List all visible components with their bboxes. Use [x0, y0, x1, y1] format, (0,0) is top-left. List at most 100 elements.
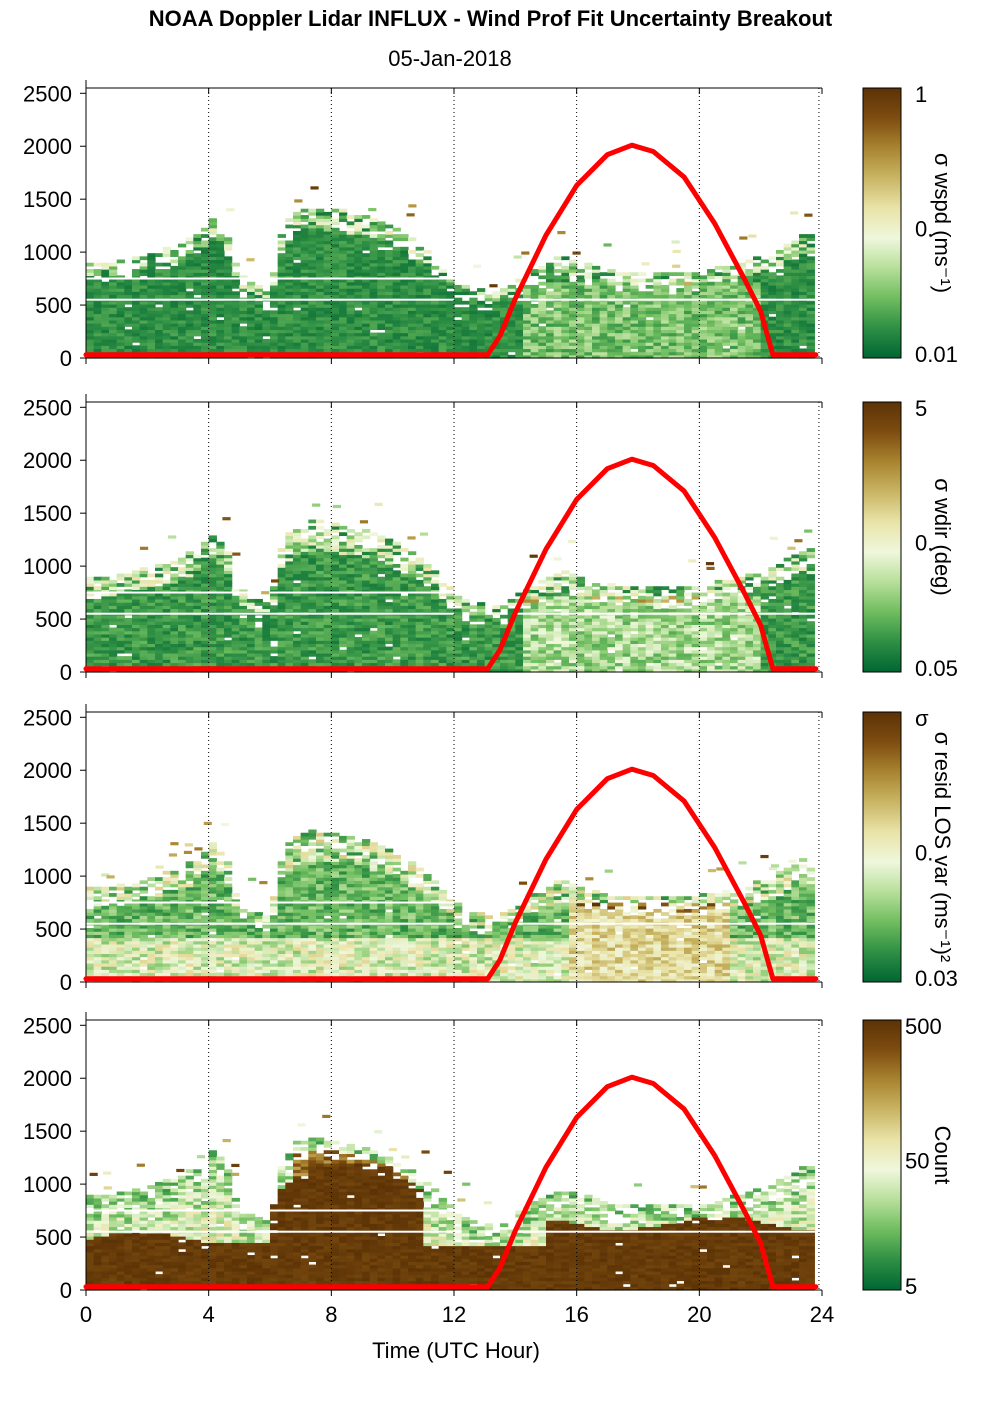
- heatmap-cell: [193, 621, 202, 625]
- heatmap-cell: [477, 608, 486, 613]
- heatmap-cell: [147, 326, 156, 331]
- heatmap-cell: [101, 614, 110, 619]
- heatmap-cell: [400, 579, 409, 584]
- heatmap-cell: [285, 272, 294, 277]
- heatmap-cell: [546, 342, 555, 346]
- heatmap-cell: [377, 234, 386, 238]
- heatmap-cell: [730, 281, 739, 286]
- heatmap-cell: [193, 640, 202, 645]
- y-tick-label: 2500: [23, 81, 72, 106]
- heatmap-cell: [423, 272, 432, 277]
- heatmap-cell: [285, 583, 294, 587]
- heatmap-cell: [714, 348, 723, 353]
- heatmap-cell: [722, 275, 731, 280]
- heatmap-cell: [208, 275, 217, 280]
- heatmap-cell: [408, 643, 417, 648]
- heatmap-cell: [392, 269, 401, 273]
- heatmap-cell: [592, 265, 601, 270]
- heatmap-cell: [101, 624, 110, 629]
- heatmap-cell: [615, 329, 624, 334]
- heatmap-cell: [300, 614, 309, 619]
- heatmap-cell: [783, 275, 792, 280]
- heatmap-cell: [484, 640, 493, 645]
- heatmap-cell: [431, 300, 440, 305]
- heatmap-cell: [277, 300, 286, 305]
- heatmap-cell: [599, 307, 608, 311]
- heatmap-cell: [339, 291, 348, 296]
- heatmap-cell: [446, 652, 455, 657]
- heatmap-cell: [576, 656, 585, 660]
- heatmap-cell: [331, 649, 340, 654]
- heatmap-cell: [231, 595, 240, 600]
- heatmap-cell: [507, 662, 516, 667]
- heatmap-cell: [684, 342, 693, 346]
- heatmap-cell: [576, 284, 585, 289]
- heatmap-cell: [699, 316, 708, 321]
- heatmap-cell: [316, 621, 325, 625]
- heatmap-cell: [446, 291, 455, 296]
- heatmap-cell: [400, 319, 409, 324]
- heatmap-cell: [162, 246, 171, 251]
- heatmap-cell: [132, 640, 141, 645]
- heatmap-cell: [714, 291, 723, 296]
- heatmap-cell: [546, 589, 555, 594]
- heatmap-cell: [323, 646, 332, 651]
- heatmap-cell: [216, 557, 225, 562]
- heatmap-cell: [477, 310, 486, 315]
- heatmap-cell: [745, 345, 754, 350]
- heatmap-cell: [124, 662, 133, 667]
- heatmap-cell: [400, 338, 409, 343]
- heatmap-cell: [561, 624, 570, 629]
- heatmap-cell: [362, 230, 371, 235]
- heatmap-cell: [806, 310, 815, 315]
- heatmap-cell: [385, 262, 394, 267]
- heatmap-cell: [791, 323, 800, 327]
- heatmap-cell: [300, 564, 309, 568]
- heatmap-cell: [400, 624, 409, 629]
- heatmap-cell: [170, 567, 179, 571]
- heatmap-cell: [730, 300, 739, 305]
- heatmap-cell: [423, 345, 432, 350]
- heatmap-cell: [377, 269, 386, 273]
- heatmap-cell: [400, 275, 409, 280]
- heatmap-cell: [339, 265, 348, 270]
- heatmap-cell: [331, 605, 340, 610]
- heatmap-cell: [170, 614, 179, 619]
- heatmap-cell: [561, 633, 570, 638]
- heatmap-cell: [323, 243, 332, 248]
- heatmap-cell: [185, 602, 194, 606]
- heatmap-cell: [492, 627, 501, 632]
- heatmap-cell: [339, 348, 348, 353]
- heatmap-cell: [369, 592, 378, 597]
- heatmap-cell: [216, 332, 225, 337]
- heatmap-cell: [86, 630, 95, 635]
- heatmap-cell: [139, 338, 148, 343]
- heatmap-cell: [362, 224, 371, 229]
- heatmap-cell: [500, 345, 509, 350]
- heatmap-cell: [569, 307, 578, 311]
- heatmap-cell: [109, 335, 118, 340]
- heatmap-cell: [454, 297, 463, 302]
- heatmap-cell: [377, 579, 386, 584]
- heatmap-cell: [546, 640, 555, 645]
- heatmap-cell: [308, 265, 317, 270]
- heatmap-cell: [546, 294, 555, 299]
- heatmap-cell: [415, 659, 424, 664]
- heatmap-cell: [300, 291, 309, 296]
- heatmap-cell: [293, 262, 302, 267]
- heatmap-cell: [331, 307, 340, 311]
- heatmap-cell: [461, 329, 470, 334]
- heatmap-cell: [216, 605, 225, 610]
- heatmap-cell: [538, 662, 547, 667]
- heatmap-cell: [293, 532, 302, 537]
- heatmap-cell: [185, 637, 194, 641]
- heatmap-cell: [783, 319, 792, 324]
- heatmap-cell: [308, 272, 317, 277]
- heatmap-cell: [101, 281, 110, 286]
- heatmap-cell: [246, 258, 255, 262]
- heatmap-cell: [377, 335, 386, 340]
- heatmap-cell: [400, 332, 409, 337]
- heatmap-cell: [116, 319, 125, 324]
- heatmap-cell: [806, 338, 815, 343]
- heatmap-cell: [400, 656, 409, 660]
